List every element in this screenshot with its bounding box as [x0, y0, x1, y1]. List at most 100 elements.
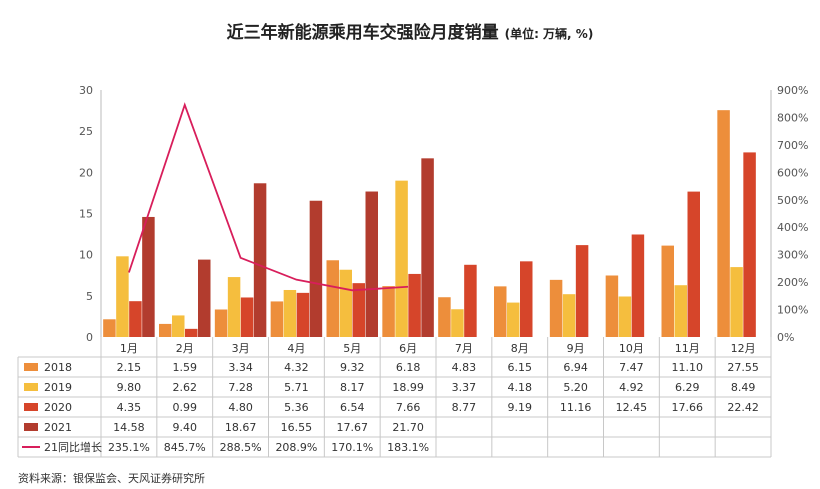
y-right-tick-label: 500%: [777, 194, 808, 207]
table-cell: 16.55: [281, 421, 313, 434]
bar-2019-1月: [116, 256, 129, 337]
table-cell: 4.83: [452, 361, 477, 374]
bar-2018-4月: [270, 301, 284, 337]
bar-2020-3月: [240, 297, 254, 337]
y-left-tick-label: 0: [86, 331, 93, 344]
category-label: 8月: [511, 342, 529, 355]
y-right-tick-label: 400%: [777, 221, 808, 234]
legend-swatch-2019: [24, 383, 38, 391]
category-label: 5月: [343, 342, 361, 355]
category-label: 6月: [399, 342, 417, 355]
table-cell: 235.1%: [108, 441, 150, 454]
table-cell: 9.19: [508, 401, 533, 414]
table-cell: 3.34: [228, 361, 253, 374]
table-cell: 5.20: [563, 381, 588, 394]
y-left-tick-label: 25: [79, 125, 93, 138]
table-cell: 6.18: [396, 361, 421, 374]
category-label: 12月: [731, 342, 756, 355]
chart-title: 近三年新能源乘用车交强险月度销量 (单位: 万辆, %): [0, 18, 820, 43]
table-cell: 22.42: [727, 401, 759, 414]
table-cell: 4.92: [619, 381, 644, 394]
table-cell: 8.77: [452, 401, 477, 414]
bar-2018-5月: [326, 260, 339, 337]
y-right-tick-label: 0%: [777, 331, 794, 344]
table-cell: 183.1%: [387, 441, 429, 454]
table-cell: 5.71: [284, 381, 309, 394]
category-label: 2月: [176, 342, 194, 355]
y-right-tick-label: 700%: [777, 139, 808, 152]
table-cell: 4.32: [284, 361, 309, 374]
bar-2020-5月: [352, 283, 365, 337]
y-right-tick-label: 900%: [777, 84, 808, 97]
y-right-tick-label: 100%: [777, 304, 808, 317]
bar-2019-2月: [172, 315, 185, 337]
table-cell: 6.29: [675, 381, 700, 394]
bar-2018-8月: [494, 286, 507, 337]
table-cell: 4.18: [508, 381, 533, 394]
table-cell: 9.80: [117, 381, 142, 394]
table-cell: 6.54: [340, 401, 365, 414]
table-cell: 2.62: [173, 381, 198, 394]
category-label: 9月: [567, 342, 585, 355]
table-cell: 9.32: [340, 361, 365, 374]
bar-2019-9月: [562, 294, 576, 337]
bar-2020-8月: [520, 261, 533, 337]
y-left-tick-label: 10: [79, 249, 93, 262]
y-right-tick-label: 600%: [777, 166, 808, 179]
bar-2018-3月: [214, 309, 228, 337]
table-cell: 18.99: [392, 381, 424, 394]
table-cell: 9.40: [173, 421, 198, 434]
table-cell: 7.47: [619, 361, 644, 374]
table-cell: 1.59: [173, 361, 198, 374]
table-cell: 288.5%: [220, 441, 262, 454]
table-cell: 17.66: [672, 401, 704, 414]
table-cell: 11.10: [672, 361, 704, 374]
bar-2021-3月: [253, 183, 267, 337]
table-cell: 845.7%: [164, 441, 206, 454]
table-cell: 3.37: [452, 381, 477, 394]
bar-2019-6月: [395, 180, 408, 337]
bar-2021-2月: [198, 259, 211, 337]
bar-2020-4月: [296, 292, 310, 337]
y-right-tick-label: 800%: [777, 111, 808, 124]
y-left-tick-label: 5: [86, 290, 93, 303]
bar-2020-11月: [687, 191, 700, 337]
legend-label-2019: 2019: [44, 381, 72, 394]
legend-swatch-2021: [24, 423, 38, 431]
table-cell: 170.1%: [331, 441, 373, 454]
bar-2021-5月: [365, 191, 378, 337]
chart-unit: (单位: 万辆, %): [504, 27, 594, 41]
bar-2020-12月: [743, 152, 756, 337]
bar-2018-11月: [661, 245, 674, 337]
legend-label-21同比增长: 21同比增长: [44, 440, 102, 454]
legend-label-2018: 2018: [44, 361, 72, 374]
bar-2020-7月: [464, 264, 477, 337]
legend-swatch-2018: [24, 363, 38, 371]
y-left-tick-label: 20: [79, 166, 93, 179]
table-cell: 21.70: [392, 421, 424, 434]
bar-2020-2月: [185, 328, 198, 337]
legend-label-2021: 2021: [44, 421, 72, 434]
bar-2020-9月: [575, 245, 589, 337]
bar-2019-7月: [451, 309, 464, 337]
bar-2019-12月: [730, 267, 743, 337]
legend-label-2020: 2020: [44, 401, 72, 414]
table-cell: 8.17: [340, 381, 365, 394]
table-cell: 12.45: [616, 401, 648, 414]
category-label: 1月: [120, 342, 138, 355]
category-label: 10月: [619, 342, 644, 355]
chart-title-text: 近三年新能源乘用车交强险月度销量: [226, 23, 499, 43]
table-cell: 8.49: [731, 381, 756, 394]
y-left-tick-label: 30: [79, 84, 93, 97]
category-label: 3月: [232, 342, 250, 355]
bar-2018-9月: [549, 279, 563, 337]
legend-swatch-2020: [24, 403, 38, 411]
table-cell: 27.55: [727, 361, 759, 374]
bar-2019-4月: [283, 289, 297, 337]
bar-2018-12月: [717, 110, 730, 338]
category-label: 7月: [455, 342, 473, 355]
table-cell: 5.36: [284, 401, 309, 414]
table-cell: 208.9%: [275, 441, 317, 454]
bar-2018-1月: [103, 319, 116, 337]
